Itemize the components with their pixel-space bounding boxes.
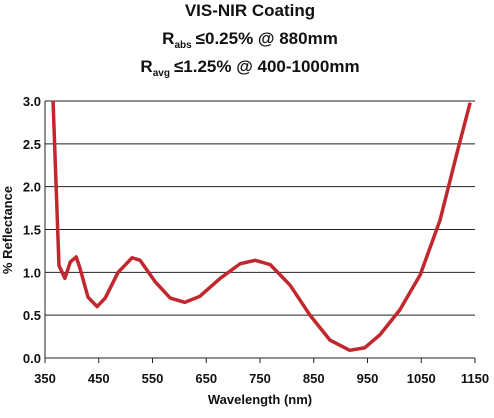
reflectance-line xyxy=(51,100,472,353)
y-tick-label: 0.5 xyxy=(23,308,41,323)
y-tick-label: 2.0 xyxy=(23,180,41,195)
y-tick-label: 0.0 xyxy=(23,351,41,366)
symbol: R xyxy=(140,57,152,76)
x-axis-label: Wavelength (nm) xyxy=(208,392,312,407)
x-tick-label: 1150 xyxy=(461,371,489,386)
x-tick-label: 450 xyxy=(88,371,110,386)
x-tick-label: 350 xyxy=(34,371,56,386)
x-tick-label: 750 xyxy=(249,371,271,386)
y-tick-label: 3.0 xyxy=(23,94,41,109)
y-tick-label: 1.0 xyxy=(23,265,41,280)
x-tick-label: 650 xyxy=(195,371,217,386)
subscript: abs xyxy=(174,40,192,51)
subtitle-text: ≤1.25% @ 400-1000mm xyxy=(174,57,360,76)
subtitle: Ravg ≤1.25% @ 400-1000mm xyxy=(140,57,359,79)
y-tick-label: 1.5 xyxy=(23,223,41,238)
subtitle: Rabs ≤0.25% @ 880mm xyxy=(162,29,338,51)
x-tick-label: 550 xyxy=(142,371,164,386)
subscript: avg xyxy=(153,68,170,79)
x-tick-label: 950 xyxy=(357,371,379,386)
x-tick-label: 1050 xyxy=(407,371,436,386)
chart-title: VIS-NIR Coating xyxy=(185,1,315,20)
symbol: R xyxy=(162,29,174,48)
y-tick-label: 2.5 xyxy=(23,137,41,152)
subtitle-text: ≤0.25% @ 880mm xyxy=(196,29,338,48)
y-axis-label: % Reflectance xyxy=(0,186,15,274)
x-tick-label: 850 xyxy=(303,371,325,386)
